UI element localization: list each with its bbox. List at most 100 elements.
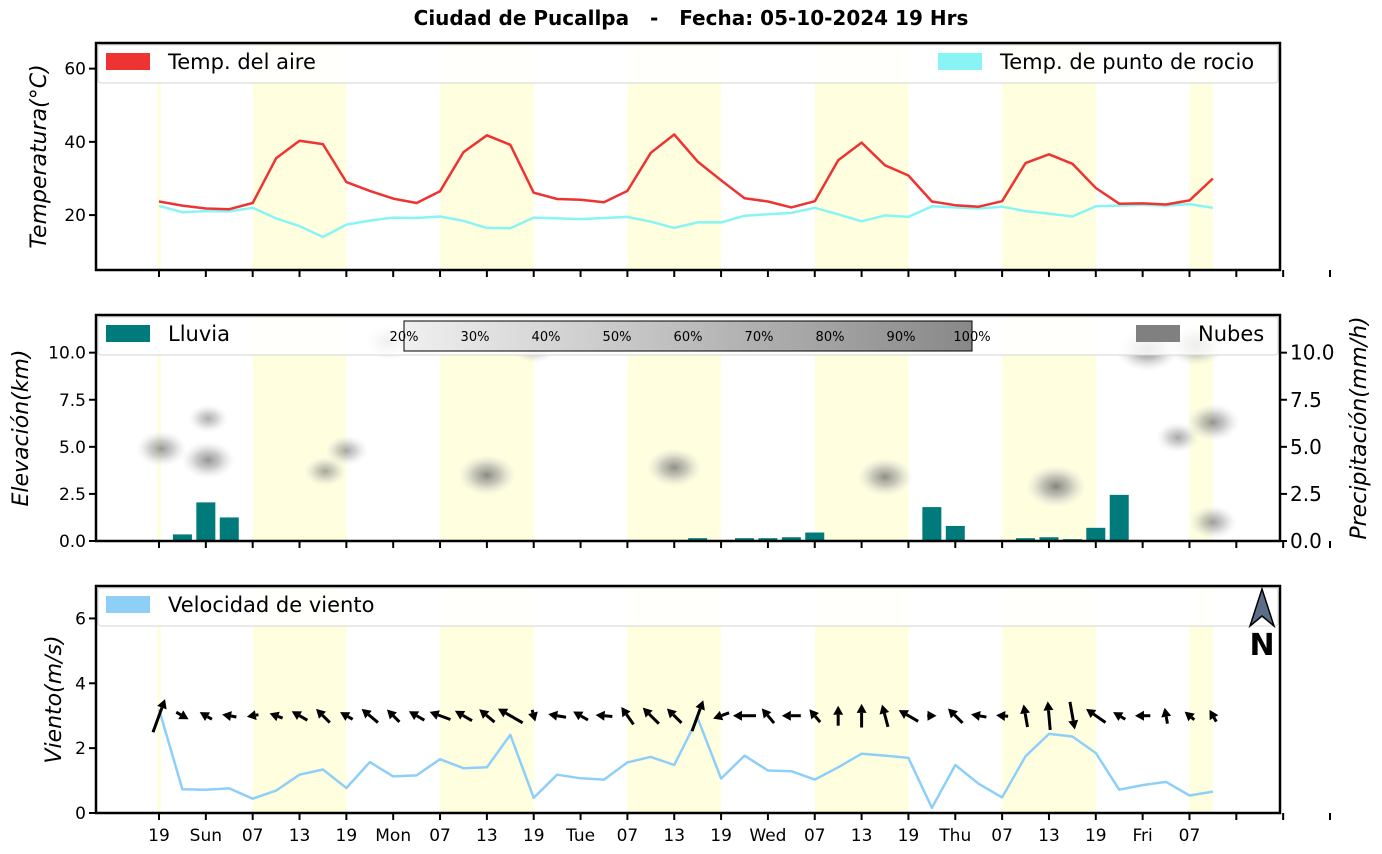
wind-arrow-head — [996, 710, 1006, 721]
legend-wind-speed-label: Velocidad de viento — [168, 593, 374, 617]
wind-arrow-shaft — [151, 707, 164, 733]
wind-arrow-head — [454, 710, 466, 720]
wind-arrow-shaft — [604, 714, 613, 718]
night-band — [157, 315, 161, 541]
temperature-panel: Temp. del aire Temp. de punto de rocio 20 4… — [27, 41, 1331, 277]
wind-arrow — [454, 710, 473, 722]
wind-arrow-shaft — [905, 713, 919, 723]
wind-arrow-shaft — [1164, 716, 1169, 724]
colorbar-label: 70% — [745, 330, 774, 345]
y-tick-label: 6 — [75, 609, 86, 629]
cloud-patch — [645, 447, 703, 488]
wind-arrow-head — [595, 710, 606, 721]
wind-arrow-shaft — [277, 715, 284, 720]
wind-arrow-head — [1134, 710, 1144, 721]
x-tick-label: 19 — [523, 826, 545, 846]
wind-arrow-shaft — [461, 713, 473, 722]
y-tick-label: 2 — [75, 739, 86, 759]
rain-bar — [1086, 527, 1106, 541]
y-tick-label-right: 7.5 — [1290, 388, 1322, 412]
x-tick-label: 19 — [1085, 826, 1107, 846]
y-axis-label: Temperatura(°C) — [27, 64, 52, 248]
cloud-patch — [324, 435, 369, 466]
night-band — [157, 586, 161, 813]
north-label: N — [1249, 628, 1274, 663]
rain-bar — [1109, 494, 1129, 541]
legend-clouds-swatch — [1136, 325, 1180, 342]
wind-arrow — [1086, 708, 1107, 724]
wind-arrow — [175, 710, 189, 720]
wind-arrow-head — [222, 711, 232, 721]
cloud-patch — [1185, 403, 1240, 442]
x-tick-label: 07 — [991, 826, 1013, 846]
wind-arrow — [1068, 701, 1079, 730]
wind-panel: Velocidad de viento N 19 Sun 07 13 19 Mon 07 13 19… — [42, 584, 1331, 846]
legend-wind-speed-swatch — [106, 596, 150, 613]
wind-arrow-shaft — [175, 710, 182, 717]
wind-arrow — [269, 711, 284, 722]
wind-arrow-head — [1209, 709, 1219, 721]
y-tick-label: 2.5 — [59, 485, 86, 505]
wind-arrow — [1161, 707, 1172, 724]
legend-clouds-label: Nubes — [1198, 322, 1264, 346]
wind-arrow-head — [695, 700, 705, 711]
x-tick-label: Wed — [749, 826, 786, 846]
wind-arrow-shaft — [437, 713, 451, 721]
wind-arrow-head — [479, 709, 490, 719]
wind-arrow — [690, 700, 705, 732]
wind-arrow-shaft — [648, 712, 660, 725]
legend-rain-swatch — [106, 325, 150, 342]
wind-arrow — [732, 710, 757, 721]
wind-arrow-head — [856, 703, 867, 713]
wind-arrow-head — [833, 705, 844, 715]
wind-arrow — [595, 710, 613, 721]
y-axis-label-left: Elevación(km) — [9, 350, 34, 507]
rain-bar — [1016, 538, 1036, 541]
wind-arrow-head — [246, 710, 257, 721]
y-tick-label: 40 — [64, 133, 86, 153]
y-tick-label: 5.0 — [59, 438, 86, 458]
x-tick-label: 19 — [898, 826, 920, 846]
wind-arrow-shaft — [979, 714, 987, 719]
x-tick-label: 07 — [429, 826, 451, 846]
x-tick-label: 13 — [851, 826, 873, 846]
legend-box — [97, 587, 1279, 627]
colorbar-label: 20% — [390, 330, 419, 345]
wind-arrow — [1184, 711, 1196, 722]
wind-arrow-head — [528, 711, 538, 722]
wind-arrow-shaft — [625, 713, 635, 726]
rain-bar — [805, 532, 825, 541]
wind-arrow-head — [879, 704, 890, 715]
wind-arrow — [879, 704, 890, 728]
cloud-patch — [1188, 504, 1238, 540]
wind-arrow-head — [713, 710, 724, 721]
wind-arrow-head — [408, 711, 420, 721]
x-tick-label: 19 — [148, 826, 170, 846]
wind-arrow — [970, 710, 987, 721]
wind-arrow-head — [386, 709, 397, 720]
wind-arrow-head — [621, 707, 631, 718]
wind-arrow-head — [178, 710, 189, 720]
legend-air-temp-label: Temp. del aire — [167, 50, 316, 74]
rain-bar — [735, 538, 754, 541]
wind-arrow-head — [898, 710, 910, 719]
wind-arrow — [1209, 709, 1219, 723]
y-axis-label-right: Precipitación(mm/h) — [1347, 316, 1372, 539]
cloud-patch — [1025, 464, 1087, 509]
wind-arrow-shaft — [1212, 716, 1218, 723]
chart-title: Ciudad de Pucallpa - Fecha: 05-10-2024 1… — [413, 6, 969, 30]
wind-arrow — [386, 709, 401, 723]
wind-arrow-shaft — [556, 714, 567, 719]
x-tick-label: Sun — [190, 826, 222, 846]
colorbar-label: 50% — [603, 330, 632, 345]
wind-arrow — [151, 699, 167, 733]
wind-arrow-head — [157, 699, 167, 710]
axes-frame — [94, 584, 1282, 815]
rain-bar — [758, 538, 778, 541]
wind-arrow-shaft — [298, 714, 309, 722]
wind-arrow-head — [1020, 704, 1031, 715]
wind-arrow — [246, 710, 259, 721]
wind-arrow-head — [948, 708, 958, 719]
wind-arrow-shaft — [206, 715, 213, 721]
